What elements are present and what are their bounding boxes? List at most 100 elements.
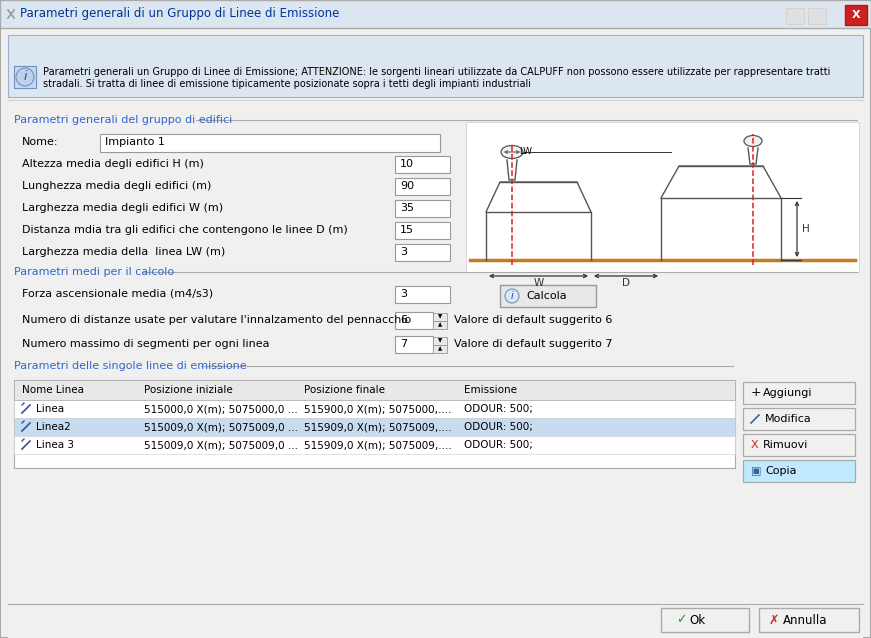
Text: Aggiungi: Aggiungi bbox=[763, 388, 813, 398]
Bar bbox=[14, 400, 735, 418]
Text: Modifica: Modifica bbox=[765, 414, 812, 424]
Text: Linea: Linea bbox=[36, 404, 64, 414]
Bar bbox=[395, 312, 433, 329]
Bar bbox=[395, 244, 450, 261]
Text: LW: LW bbox=[519, 147, 532, 156]
Text: 3: 3 bbox=[400, 247, 407, 257]
Ellipse shape bbox=[501, 145, 523, 158]
Bar bbox=[743, 434, 855, 456]
Text: 515909,0 X(m); 5075009,....: 515909,0 X(m); 5075009,.... bbox=[304, 440, 452, 450]
Bar bbox=[845, 5, 867, 25]
Text: Posizione iniziale: Posizione iniziale bbox=[144, 385, 233, 395]
Bar bbox=[743, 408, 855, 430]
Text: Posizione finale: Posizione finale bbox=[304, 385, 385, 395]
Text: ▣: ▣ bbox=[751, 466, 761, 476]
Bar bbox=[8, 604, 863, 638]
Text: 7: 7 bbox=[400, 339, 407, 349]
Text: Valore di default suggerito 6: Valore di default suggerito 6 bbox=[454, 315, 612, 325]
Text: Numero di distanze usate per valutare l'innalzamento del pennacchio: Numero di distanze usate per valutare l'… bbox=[22, 315, 411, 325]
Text: Larghezza media degli edifici W (m): Larghezza media degli edifici W (m) bbox=[22, 203, 223, 213]
Text: Linea 3: Linea 3 bbox=[36, 440, 74, 450]
Bar bbox=[395, 156, 450, 173]
Bar bbox=[661, 608, 749, 632]
Bar bbox=[14, 436, 735, 454]
Bar bbox=[395, 286, 450, 303]
Text: 515909,0 X(m); 5075009,....: 515909,0 X(m); 5075009,.... bbox=[304, 422, 452, 432]
Bar bbox=[433, 321, 447, 329]
Text: Linea2: Linea2 bbox=[36, 422, 71, 432]
Text: Larghezza media della  linea LW (m): Larghezza media della linea LW (m) bbox=[22, 247, 226, 257]
Text: i: i bbox=[510, 291, 513, 301]
Bar bbox=[759, 608, 859, 632]
Bar bbox=[0, 0, 871, 28]
Text: H: H bbox=[802, 224, 810, 234]
Text: Rimuovi: Rimuovi bbox=[763, 440, 808, 450]
Text: Nome Linea: Nome Linea bbox=[22, 385, 84, 395]
Text: ODOUR: 500;: ODOUR: 500; bbox=[464, 440, 533, 450]
Text: i: i bbox=[24, 71, 27, 84]
Text: Parametri medi per il calcolo: Parametri medi per il calcolo bbox=[14, 267, 174, 277]
Bar bbox=[14, 418, 735, 436]
Bar bbox=[100, 134, 440, 152]
Text: Ok: Ok bbox=[689, 614, 706, 627]
Text: D: D bbox=[622, 278, 630, 288]
Text: 35: 35 bbox=[400, 203, 414, 213]
Text: Annulla: Annulla bbox=[783, 614, 827, 627]
Text: ✓: ✓ bbox=[676, 614, 686, 627]
Text: Altezza media degli edifici H (m): Altezza media degli edifici H (m) bbox=[22, 159, 204, 169]
Text: Lunghezza media degli edifici (m): Lunghezza media degli edifici (m) bbox=[22, 181, 212, 191]
Text: ▲: ▲ bbox=[438, 346, 442, 352]
Text: Emissione: Emissione bbox=[464, 385, 517, 395]
Text: ✗: ✗ bbox=[769, 614, 780, 627]
Text: 3: 3 bbox=[400, 289, 407, 299]
Bar bbox=[14, 380, 735, 468]
Bar bbox=[14, 380, 735, 400]
Bar bbox=[433, 313, 447, 321]
Text: +: + bbox=[751, 387, 761, 399]
Text: 90: 90 bbox=[400, 181, 414, 191]
Text: W: W bbox=[533, 278, 544, 288]
Bar bbox=[433, 345, 447, 353]
Text: ▼: ▼ bbox=[438, 339, 442, 343]
Ellipse shape bbox=[744, 135, 762, 147]
Bar bbox=[395, 200, 450, 217]
Text: Parametri generali di un Gruppo di Linee di Emissione: Parametri generali di un Gruppo di Linee… bbox=[20, 8, 340, 20]
Text: ▼: ▼ bbox=[438, 315, 442, 320]
Bar bbox=[433, 337, 447, 345]
Text: 515009,0 X(m); 5075009,0 ...: 515009,0 X(m); 5075009,0 ... bbox=[144, 422, 298, 432]
Text: X: X bbox=[852, 10, 861, 20]
Text: Calcola: Calcola bbox=[526, 291, 567, 301]
Text: Numero massimo di segmenti per ogni linea: Numero massimo di segmenti per ogni line… bbox=[22, 339, 269, 349]
Text: Parametri generali del gruppo di edifici: Parametri generali del gruppo di edifici bbox=[14, 115, 233, 125]
Bar bbox=[14, 66, 36, 88]
Bar bbox=[395, 336, 433, 353]
Bar bbox=[466, 122, 859, 272]
Circle shape bbox=[505, 289, 519, 303]
Bar bbox=[808, 8, 826, 24]
Text: ▲: ▲ bbox=[438, 322, 442, 327]
Text: Distanza mdia tra gli edifici che contengono le linee D (m): Distanza mdia tra gli edifici che conten… bbox=[22, 225, 348, 235]
Text: Parametri generali un Gruppo di Linee di Emissione; ATTENZIONE: le sorgenti line: Parametri generali un Gruppo di Linee di… bbox=[43, 67, 830, 77]
Text: Parametri delle singole linee di emissione: Parametri delle singole linee di emissio… bbox=[14, 361, 246, 371]
Text: X: X bbox=[751, 440, 759, 450]
Circle shape bbox=[16, 68, 34, 86]
Text: ODOUR: 500;: ODOUR: 500; bbox=[464, 404, 533, 414]
Bar bbox=[8, 35, 863, 97]
Text: Impianto 1: Impianto 1 bbox=[105, 137, 165, 147]
Bar bbox=[743, 382, 855, 404]
Text: 515009,0 X(m); 5075009,0 ...: 515009,0 X(m); 5075009,0 ... bbox=[144, 440, 298, 450]
Bar bbox=[395, 222, 450, 239]
Bar bbox=[786, 8, 804, 24]
Text: ODOUR: 500;: ODOUR: 500; bbox=[464, 422, 533, 432]
Bar bbox=[395, 178, 450, 195]
Text: 6: 6 bbox=[400, 315, 407, 325]
Text: 515900,0 X(m); 5075000,....: 515900,0 X(m); 5075000,.... bbox=[304, 404, 451, 414]
Text: 515000,0 X(m); 5075000,0 ...: 515000,0 X(m); 5075000,0 ... bbox=[144, 404, 298, 414]
Text: Nome:: Nome: bbox=[22, 137, 58, 147]
Text: 15: 15 bbox=[400, 225, 414, 235]
Text: Forza ascensionale media (m4/s3): Forza ascensionale media (m4/s3) bbox=[22, 289, 213, 299]
Bar bbox=[500, 285, 596, 307]
Text: 10: 10 bbox=[400, 159, 414, 169]
Bar bbox=[743, 460, 855, 482]
Text: Copia: Copia bbox=[765, 466, 796, 476]
